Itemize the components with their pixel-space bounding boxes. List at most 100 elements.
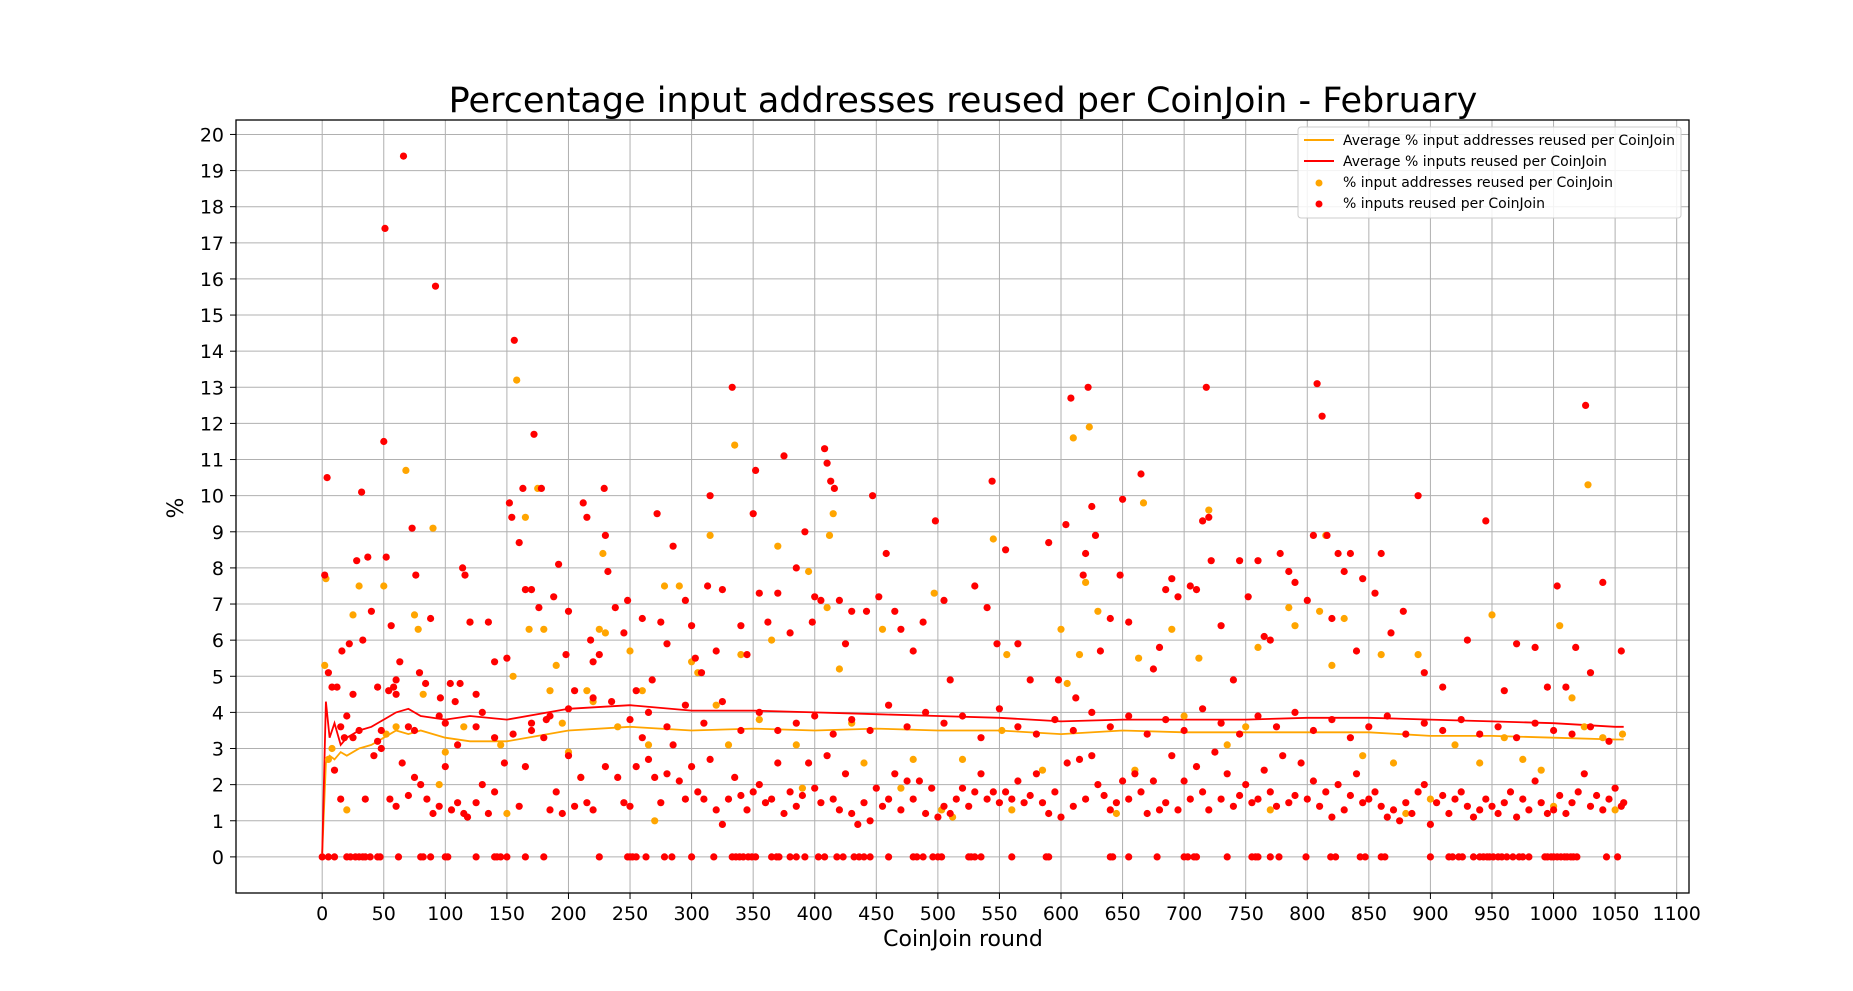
address-reuse-point — [343, 806, 351, 814]
input-reuse-point — [1285, 567, 1293, 576]
input-reuse-point — [1309, 777, 1317, 785]
input-reuse-point — [1439, 726, 1447, 735]
address-reuse-point — [1254, 643, 1262, 652]
address-reuse-point — [731, 441, 739, 449]
input-reuse-point — [419, 853, 427, 861]
input-reuse-point — [749, 510, 757, 518]
input-reuse-point — [1457, 716, 1465, 724]
input-reuse-point — [472, 853, 480, 861]
input-reuse-point — [897, 625, 905, 633]
input-reuse-point — [1254, 853, 1262, 861]
input-reuse-point — [427, 853, 435, 861]
input-reuse-point — [1451, 795, 1459, 803]
input-reuse-point — [546, 806, 554, 814]
input-reuse-point — [1359, 575, 1367, 583]
input-reuse-point — [1020, 799, 1028, 807]
input-reuse-point — [632, 853, 640, 861]
address-reuse-point — [909, 755, 917, 764]
x-tick-label: 600 — [1043, 903, 1079, 925]
input-reuse-point — [1381, 853, 1389, 861]
y-axis-label: % — [164, 498, 189, 519]
address-reuse-point — [1618, 730, 1627, 738]
input-reuse-point — [931, 517, 940, 525]
address-reuse-point — [712, 701, 720, 709]
input-reuse-point — [1568, 799, 1576, 807]
input-reuse-point — [780, 809, 788, 818]
input-reuse-point — [451, 698, 459, 706]
input-reuse-point — [552, 788, 560, 796]
address-reuse-point — [583, 687, 591, 695]
input-reuse-point — [595, 853, 603, 861]
input-reuse-point — [1272, 802, 1281, 810]
legend-box — [1297, 126, 1682, 219]
y-tick-label: 7 — [212, 594, 224, 616]
input-reuse-point — [441, 763, 449, 771]
address-reuse-point — [1082, 578, 1090, 587]
address-reuse-point — [349, 611, 357, 619]
input-reuse-point — [1174, 806, 1182, 814]
input-reuse-point — [1498, 853, 1506, 861]
input-reuse-point — [1014, 640, 1022, 648]
input-reuse-point — [814, 853, 823, 861]
input-reuse-point — [1186, 795, 1194, 803]
input-reuse-point — [1617, 647, 1625, 655]
y-tick-label: 18 — [200, 197, 224, 219]
input-reuse-point — [946, 809, 954, 818]
y-tick-label: 9 — [212, 522, 224, 544]
address-reuse-point — [825, 531, 834, 540]
input-reuse-point — [577, 773, 585, 782]
y-tick-label: 6 — [212, 630, 224, 652]
input-reuse-point — [1180, 777, 1188, 785]
input-reuse-point — [1519, 795, 1527, 803]
x-tick-label: 100 — [427, 903, 463, 925]
input-reuse-point — [983, 604, 991, 612]
input-reuse-point — [1174, 593, 1182, 601]
input-reuse-point — [1137, 470, 1145, 478]
input-reuse-point — [1513, 813, 1521, 821]
input-reuse-point — [1396, 817, 1404, 825]
input-reuse-point — [1069, 802, 1077, 810]
input-reuse-point — [1525, 806, 1533, 814]
input-reuse-point — [431, 282, 440, 290]
input-reuse-point — [993, 640, 1001, 648]
input-reuse-point — [398, 759, 406, 767]
input-reuse-point — [1371, 788, 1379, 796]
input-reuse-point — [338, 647, 346, 655]
input-reuse-point — [1211, 748, 1219, 756]
address-reuse-point — [497, 741, 505, 749]
input-reuse-point — [774, 589, 782, 597]
input-reuse-point — [792, 564, 800, 572]
address-reuse-point — [998, 726, 1006, 735]
input-reuse-point — [1254, 557, 1262, 565]
input-reuse-point — [663, 723, 671, 731]
input-reuse-point — [839, 853, 847, 861]
input-reuse-point — [1285, 799, 1293, 807]
input-reuse-point — [472, 723, 480, 731]
input-reuse-point — [1149, 777, 1157, 785]
input-reuse-point — [491, 734, 499, 742]
input-reuse-point — [376, 853, 384, 861]
input-reuse-point — [1229, 676, 1237, 684]
average-lines — [321, 701, 1624, 854]
input-reuse-point — [919, 853, 927, 861]
address-reuse-point — [380, 582, 388, 590]
input-reuse-point — [505, 499, 513, 507]
x-tick-label: 0 — [316, 903, 328, 925]
input-reuse-point — [521, 586, 530, 594]
input-reuse-point — [1387, 629, 1395, 637]
input-reuse-point — [1383, 813, 1391, 821]
input-reuse-point — [909, 795, 917, 803]
input-reuse-point — [1580, 770, 1588, 778]
input-reuse-point — [472, 690, 480, 698]
input-reuse-point — [441, 719, 449, 727]
input-reuse-point — [1291, 708, 1299, 717]
input-reuse-point — [1119, 495, 1127, 503]
x-tick-label: 1050 — [1591, 903, 1639, 925]
input-reuse-point — [564, 705, 573, 713]
input-reuse-point — [1205, 513, 1213, 521]
input-reuse-point — [1192, 586, 1201, 594]
input-reuse-point — [1236, 557, 1244, 565]
input-reuse-point — [1266, 853, 1274, 861]
input-reuse-point — [583, 799, 591, 807]
input-reuse-point — [875, 593, 883, 601]
